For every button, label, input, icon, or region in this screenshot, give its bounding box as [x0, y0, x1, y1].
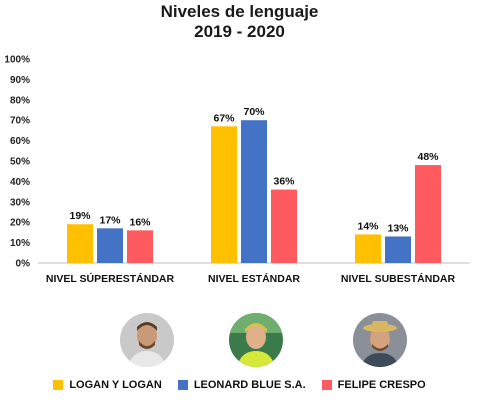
bar-chart: 0% 10% 20% 30% 40% 50% 60% 70% 80% 90% 100% 19% 17% 1…: [4, 55, 470, 285]
bar: [67, 224, 93, 263]
data-label: 14%: [357, 220, 379, 232]
y-tick-label: 100%: [4, 55, 30, 66]
legend-swatch-logan: [53, 380, 64, 390]
legend-item-felipe: FELIPE CRESPO: [321, 379, 426, 391]
avatar-logan: [120, 313, 174, 367]
bar: [415, 165, 441, 263]
data-label: 17%: [99, 214, 121, 226]
y-tick-label: 50%: [10, 157, 30, 168]
x-category-label: NIVEL SÚPERESTÁNDAR: [46, 272, 175, 285]
bar: [385, 236, 411, 263]
bar: [127, 230, 153, 263]
legend-swatch-felipe: [321, 380, 332, 390]
legend-item-logan: LOGAN Y LOGAN: [53, 379, 162, 391]
bar: [97, 228, 123, 263]
data-label: 67%: [213, 112, 235, 124]
y-tick-label: 30%: [10, 197, 30, 208]
chart-title: Niveles de lenguaje: [160, 2, 319, 21]
legend-item-leonard: LEONARD BLUE S.A.: [177, 379, 306, 391]
data-label: 13%: [387, 222, 409, 234]
y-tick-label: 60%: [10, 136, 30, 147]
y-tick-label: 90%: [10, 75, 30, 86]
legend-label-felipe: FELIPE CRESPO: [337, 379, 426, 391]
bar: [211, 126, 237, 263]
bar: [271, 189, 297, 263]
legend-label-leonard: LEONARD BLUE S.A.: [193, 379, 306, 391]
data-label: 70%: [243, 106, 265, 118]
data-label: 36%: [273, 176, 295, 188]
bar: [241, 120, 267, 263]
data-label: 16%: [129, 216, 151, 228]
avatar-leonard: [229, 313, 283, 367]
y-tick-label: 20%: [10, 218, 30, 229]
legend-label-logan: LOGAN Y LOGAN: [69, 379, 162, 391]
data-label: 19%: [69, 210, 91, 222]
y-tick-label: 0%: [16, 259, 31, 270]
chart-legend: LOGAN Y LOGAN LEONARD BLUE S.A. FELIPE C…: [0, 379, 479, 391]
y-tick-label: 40%: [10, 177, 30, 188]
avatar-felipe: [353, 313, 407, 367]
data-label: 48%: [417, 151, 439, 163]
legend-swatch-leonard: [177, 380, 188, 390]
y-tick-label: 10%: [10, 238, 30, 249]
x-category-label: NIVEL ESTÁNDAR: [208, 272, 300, 285]
y-tick-label: 80%: [10, 95, 30, 106]
x-category-label: NIVEL SUBESTÁNDAR: [341, 272, 456, 285]
y-tick-label: 70%: [10, 116, 30, 127]
bar: [355, 234, 381, 263]
chart-subtitle: 2019 - 2020: [194, 22, 285, 41]
